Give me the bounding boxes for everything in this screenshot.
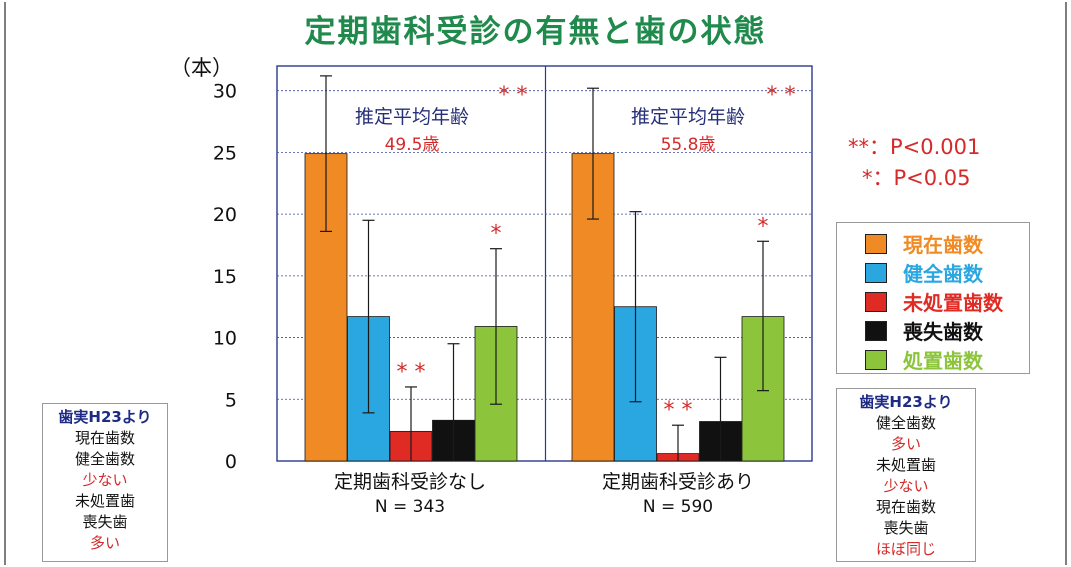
- note-line: 少ない: [883, 477, 929, 495]
- note-line: 現在歯数: [875, 498, 936, 516]
- group-label: 定期歯科受診なし: [334, 471, 486, 493]
- note-line: 未処置歯: [875, 456, 936, 474]
- chart-legend: 現在歯数健全歯数未処置歯数喪失歯数処置歯数: [836, 222, 1030, 374]
- note-line: 多い: [890, 435, 921, 453]
- legend-swatch: [865, 291, 887, 312]
- note-line: 多い: [89, 534, 120, 552]
- y-tick-label: 30: [213, 81, 237, 103]
- note-line: ほぼ同じ: [875, 540, 936, 558]
- note-line: 少ない: [82, 471, 128, 489]
- y-tick-label: 5: [225, 389, 237, 411]
- bar: [304, 153, 348, 462]
- group-n: N = 343: [375, 497, 445, 517]
- y-axis-unit-label: （本）: [170, 56, 233, 80]
- plot-frame: [276, 65, 813, 462]
- age-significance: * *: [767, 83, 796, 108]
- group-label: 定期歯科受診あり: [602, 471, 754, 493]
- age-value: 55.8歳: [661, 135, 716, 155]
- legend-item: 処置歯数: [865, 345, 1029, 374]
- legend-swatch: [865, 262, 887, 283]
- significance-mark: *: [491, 222, 502, 247]
- legend-item: 健全歯数: [865, 258, 1029, 287]
- legend-label: 現在歯数: [903, 233, 983, 257]
- significance-note-strong: **：P<0.001: [848, 135, 981, 159]
- significance-mark: * *: [664, 398, 693, 423]
- y-tick-label: 10: [213, 328, 237, 350]
- age-significance: * *: [499, 83, 528, 108]
- note-header: 歯実H23より: [859, 393, 953, 411]
- age-value: 49.5歳: [385, 135, 440, 155]
- legend-label: 喪失歯数: [903, 320, 983, 344]
- age-title: 推定平均年齢: [631, 106, 745, 128]
- significance-mark: * *: [397, 360, 426, 385]
- legend-label: 未処置歯数: [903, 291, 1003, 315]
- chart-title: 定期歯科受診の有無と歯の状態: [304, 14, 767, 50]
- note-line: 健全歯数: [74, 450, 135, 468]
- right-note-box: 歯実H23より 健全歯数多い未処置歯少ない現在歯数喪失歯ほぼ同じ: [836, 388, 976, 562]
- note-line: 健全歯数: [875, 414, 936, 432]
- significance-note-weak: *：P<0.05: [862, 166, 971, 190]
- note-line: 喪失歯: [82, 513, 128, 531]
- legend-swatch: [865, 349, 887, 370]
- y-tick-label: 15: [213, 266, 237, 288]
- legend-swatch: [865, 320, 887, 341]
- age-title: 推定平均年齢: [355, 106, 469, 128]
- significance-mark: *: [758, 214, 769, 239]
- note-header: 歯実H23より: [58, 408, 152, 426]
- note-line: 未処置歯: [74, 492, 135, 510]
- left-note-box: 歯実H23より 現在歯数健全歯数少ない未処置歯喪失歯多い: [42, 403, 168, 562]
- legend-swatch: [865, 233, 887, 254]
- y-tick-label: 20: [213, 204, 237, 226]
- legend-item: 未処置歯数: [865, 287, 1029, 316]
- legend-label: 健全歯数: [903, 262, 983, 286]
- y-tick-label: 25: [213, 142, 237, 164]
- note-line: 喪失歯: [883, 519, 929, 537]
- legend-item: 現在歯数: [865, 229, 1029, 258]
- legend-label: 処置歯数: [903, 349, 983, 373]
- note-line: 現在歯数: [74, 429, 135, 447]
- group-n: N = 590: [643, 497, 713, 517]
- slide-frame: [4, 2, 1067, 565]
- y-tick-label: 0: [225, 451, 237, 473]
- legend-item: 喪失歯数: [865, 316, 1029, 345]
